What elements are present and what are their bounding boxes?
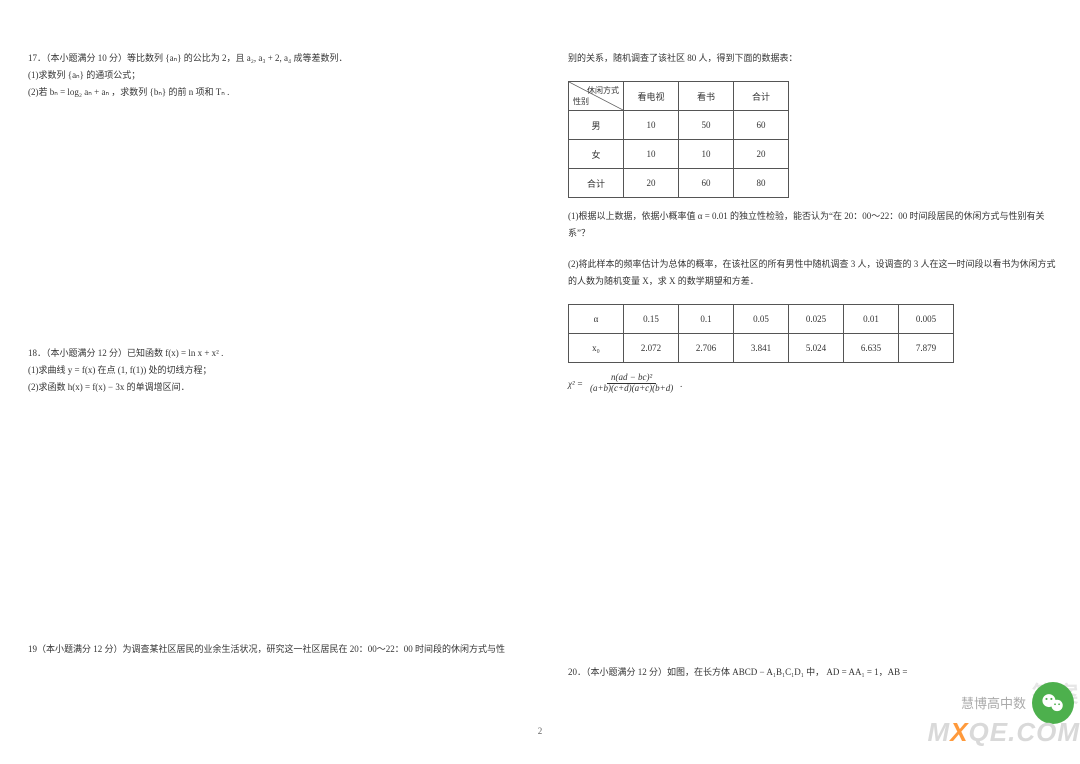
watermark-url: MXQE.COM bbox=[928, 717, 1080, 748]
cell: 10 bbox=[679, 140, 734, 169]
cell: 2.706 bbox=[679, 334, 734, 363]
col-header: 看书 bbox=[679, 82, 734, 111]
right-q1: (1)根据以上数据，依据小概率值 α = 0.01 的独立性检验，能否认为“在 … bbox=[568, 208, 1062, 242]
cell: 60 bbox=[734, 111, 789, 140]
url-prefix: M bbox=[928, 717, 951, 747]
url-suffix: QE.COM bbox=[969, 717, 1080, 747]
table-row: 男 10 50 60 bbox=[569, 111, 789, 140]
question-20: 20．（本小题满分 12 分）如图，在长方体 ABCD − A₁B₁C₁D₁ 中… bbox=[568, 664, 1062, 681]
cell: 60 bbox=[679, 169, 734, 198]
cell: 2.072 bbox=[624, 334, 679, 363]
cell: 0.05 bbox=[734, 305, 789, 334]
spacer bbox=[28, 115, 522, 345]
spacer bbox=[28, 411, 522, 641]
left-page: 17．（本小题满分 10 分）等比数列 {aₙ} 的公比为 2，且 a₂, a₃… bbox=[0, 0, 540, 692]
q19-title: 19（本小题满分 12 分）为调查某社区居民的业余生活状况，研究这一社区居民在 … bbox=[28, 641, 522, 658]
cell: 6.635 bbox=[844, 334, 899, 363]
page-number: 2 bbox=[538, 726, 543, 736]
watermark-sub-text: 慧博高中数 bbox=[961, 693, 1026, 712]
right-page: 别的关系，随机调查了该社区 80 人，得到下面的数据表： 休闲方式 性别 看电视… bbox=[540, 0, 1080, 715]
cell: 10 bbox=[624, 111, 679, 140]
question-17: 17．（本小题满分 10 分）等比数列 {aₙ} 的公比为 2，且 a₂, a₃… bbox=[28, 50, 522, 101]
chi-formula: χ² = n(ad − bc)² (a+b)(c+d)(a+c)(b+d) . bbox=[568, 373, 1062, 394]
row-label: 男 bbox=[569, 111, 624, 140]
q18-part2: (2)求函数 h(x) = f(x) − 3x 的单调增区间． bbox=[28, 379, 522, 396]
q17-title: 17．（本小题满分 10 分）等比数列 {aₙ} 的公比为 2，且 a₂, a₃… bbox=[28, 50, 522, 67]
url-x: X bbox=[950, 717, 968, 747]
table-row: 合计 20 60 80 bbox=[569, 169, 789, 198]
cell: 10 bbox=[624, 140, 679, 169]
table-row: α 0.15 0.1 0.05 0.025 0.01 0.005 bbox=[569, 305, 954, 334]
cell: 0.15 bbox=[624, 305, 679, 334]
row-label: 合计 bbox=[569, 169, 624, 198]
table-row: 女 10 10 20 bbox=[569, 140, 789, 169]
formula-tail: . bbox=[680, 379, 682, 389]
table-row: x₀ 2.072 2.706 3.841 5.024 6.635 7.879 bbox=[569, 334, 954, 363]
diag-header-cell: 休闲方式 性别 bbox=[569, 82, 624, 111]
cell: 20 bbox=[734, 140, 789, 169]
col-header: 合计 bbox=[734, 82, 789, 111]
cell: 0.005 bbox=[899, 305, 954, 334]
formula-lhs: χ² = bbox=[568, 379, 583, 389]
question-19: 19（本小题满分 12 分）为调查某社区居民的业余生活状况，研究这一社区居民在 … bbox=[28, 641, 522, 658]
chi-table: α 0.15 0.1 0.05 0.025 0.01 0.005 x₀ 2.07… bbox=[568, 304, 954, 363]
q18-title: 18．（本小题满分 12 分）已知函数 f(x) = ln x + x² . bbox=[28, 345, 522, 362]
formula-fraction: n(ad − bc)² (a+b)(c+d)(a+c)(b+d) bbox=[586, 373, 677, 394]
row-label: α bbox=[569, 305, 624, 334]
cell: 0.1 bbox=[679, 305, 734, 334]
q20-title: 20．（本小题满分 12 分）如图，在长方体 ABCD − A₁B₁C₁D₁ 中… bbox=[568, 664, 1062, 681]
cell: 5.024 bbox=[789, 334, 844, 363]
diag-top: 休闲方式 bbox=[587, 85, 619, 96]
cell: 0.025 bbox=[789, 305, 844, 334]
q18-part1: (1)求曲线 y = f(x) 在点 (1, f(1)) 处的切线方程； bbox=[28, 362, 522, 379]
formula-den: (a+b)(c+d)(a+c)(b+d) bbox=[586, 384, 677, 394]
row-label: 女 bbox=[569, 140, 624, 169]
survey-table: 休闲方式 性别 看电视 看书 合计 男 10 50 60 女 10 10 20 … bbox=[568, 81, 789, 198]
cell: 50 bbox=[679, 111, 734, 140]
cell: 80 bbox=[734, 169, 789, 198]
col-header: 看电视 bbox=[624, 82, 679, 111]
q17-part1: (1)求数列 {aₙ} 的通项公式； bbox=[28, 67, 522, 84]
right-intro: 别的关系，随机调查了该社区 80 人，得到下面的数据表： bbox=[568, 50, 1062, 67]
cell: 7.879 bbox=[899, 334, 954, 363]
diag-bottom: 性别 bbox=[573, 96, 589, 107]
question-18: 18．（本小题满分 12 分）已知函数 f(x) = ln x + x² . (… bbox=[28, 345, 522, 396]
cell: 0.01 bbox=[844, 305, 899, 334]
right-q2: (2)将此样本的频率估计为总体的概率，在该社区的所有男性中随机调查 3 人，设调… bbox=[568, 256, 1062, 290]
cell: 3.841 bbox=[734, 334, 789, 363]
row-label: x₀ bbox=[569, 334, 624, 363]
cell: 20 bbox=[624, 169, 679, 198]
spacer bbox=[568, 394, 1062, 664]
q17-part2: (2)若 bₙ = log₂ aₙ + aₙ ，求数列 {bₙ} 的前 n 项和… bbox=[28, 84, 522, 101]
